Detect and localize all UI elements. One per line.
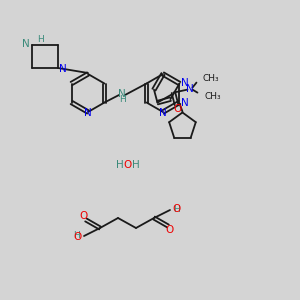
Text: H: H xyxy=(116,160,124,170)
Text: N: N xyxy=(118,89,126,99)
Text: O: O xyxy=(80,211,88,221)
Text: H: H xyxy=(37,35,44,44)
Text: O: O xyxy=(173,103,181,114)
Text: O: O xyxy=(166,225,174,235)
Text: N: N xyxy=(22,39,30,49)
Text: N: N xyxy=(59,64,67,74)
Text: N: N xyxy=(182,79,189,88)
Text: H: H xyxy=(120,95,126,104)
Text: N: N xyxy=(84,108,92,118)
Text: N: N xyxy=(182,98,189,107)
Text: CH₃: CH₃ xyxy=(205,92,221,101)
Text: H: H xyxy=(132,160,140,170)
Text: O: O xyxy=(74,232,82,242)
Text: N: N xyxy=(159,108,167,118)
Text: H: H xyxy=(174,206,180,214)
Text: CH₃: CH₃ xyxy=(202,74,219,83)
Text: O: O xyxy=(124,160,132,170)
Text: N: N xyxy=(186,84,193,94)
Text: H: H xyxy=(74,232,80,241)
Text: O: O xyxy=(172,204,180,214)
